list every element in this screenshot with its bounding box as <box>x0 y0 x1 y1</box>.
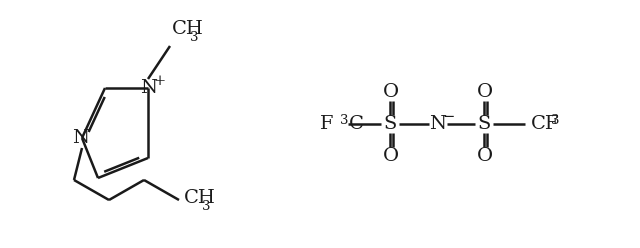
Text: +: + <box>154 74 166 88</box>
Text: CH: CH <box>184 189 216 207</box>
Text: CH: CH <box>172 20 204 38</box>
Text: 3: 3 <box>202 199 211 213</box>
Text: S: S <box>477 115 491 133</box>
Text: 3: 3 <box>190 31 198 44</box>
Text: F: F <box>319 115 333 133</box>
Text: O: O <box>477 83 493 101</box>
Text: O: O <box>383 147 399 165</box>
Text: 3: 3 <box>340 114 349 126</box>
Text: S: S <box>383 115 397 133</box>
Text: O: O <box>383 83 399 101</box>
Text: 3: 3 <box>551 114 559 126</box>
Text: N: N <box>141 79 157 97</box>
Text: N: N <box>429 115 447 133</box>
Text: CF: CF <box>531 115 559 133</box>
Text: N: N <box>72 129 90 147</box>
Text: C: C <box>349 115 364 133</box>
Text: O: O <box>477 147 493 165</box>
Text: −: − <box>443 110 455 124</box>
